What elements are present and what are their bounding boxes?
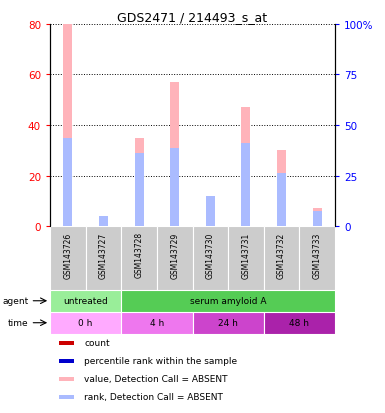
Text: count: count (84, 338, 110, 347)
Bar (121, 227, 157, 290)
Bar (59, 359, 74, 363)
Bar (206, 204, 215, 227)
Bar (121, 290, 335, 312)
Text: value, Detection Call = ABSENT: value, Detection Call = ABSENT (84, 375, 228, 383)
Bar (170, 83, 179, 227)
Bar (192, 312, 264, 334)
Text: percentile rank within the sample: percentile rank within the sample (84, 356, 238, 366)
Bar (50, 290, 121, 312)
Text: GSM143732: GSM143732 (277, 232, 286, 278)
Bar (228, 227, 264, 290)
Text: untreated: untreated (63, 297, 108, 306)
Text: GSM143729: GSM143729 (170, 232, 179, 278)
Text: 0 h: 0 h (79, 318, 93, 328)
Bar (300, 227, 335, 290)
Text: GSM143728: GSM143728 (135, 232, 144, 278)
Text: 4 h: 4 h (150, 318, 164, 328)
Bar (50, 312, 121, 334)
Bar (241, 108, 250, 227)
Text: time: time (8, 318, 29, 328)
Text: serum amyloid A: serum amyloid A (190, 297, 266, 306)
Bar (241, 143, 250, 227)
Bar (121, 312, 192, 334)
Bar (206, 196, 215, 227)
Bar (277, 173, 286, 227)
Bar (59, 395, 74, 399)
Text: GSM143726: GSM143726 (64, 232, 72, 278)
Bar (59, 341, 74, 345)
Text: 24 h: 24 h (218, 318, 238, 328)
Bar (192, 227, 228, 290)
Text: GSM143733: GSM143733 (313, 232, 321, 278)
Bar (135, 138, 144, 227)
Text: 48 h: 48 h (290, 318, 309, 328)
Bar (64, 138, 72, 227)
Text: GSM143731: GSM143731 (241, 232, 250, 278)
Bar (313, 209, 321, 227)
Bar (59, 377, 74, 381)
Bar (50, 227, 85, 290)
Bar (99, 216, 108, 227)
Bar (157, 227, 192, 290)
Bar (170, 148, 179, 227)
Bar (85, 227, 121, 290)
Bar (264, 312, 335, 334)
Bar (135, 154, 144, 227)
Text: GSM143730: GSM143730 (206, 232, 215, 278)
Bar (313, 211, 321, 227)
Title: GDS2471 / 214493_s_at: GDS2471 / 214493_s_at (117, 11, 268, 24)
Text: rank, Detection Call = ABSENT: rank, Detection Call = ABSENT (84, 392, 223, 401)
Bar (277, 151, 286, 227)
Text: GSM143727: GSM143727 (99, 232, 108, 278)
Bar (64, 25, 72, 227)
Bar (99, 220, 108, 227)
Bar (264, 227, 300, 290)
Text: agent: agent (2, 297, 29, 306)
